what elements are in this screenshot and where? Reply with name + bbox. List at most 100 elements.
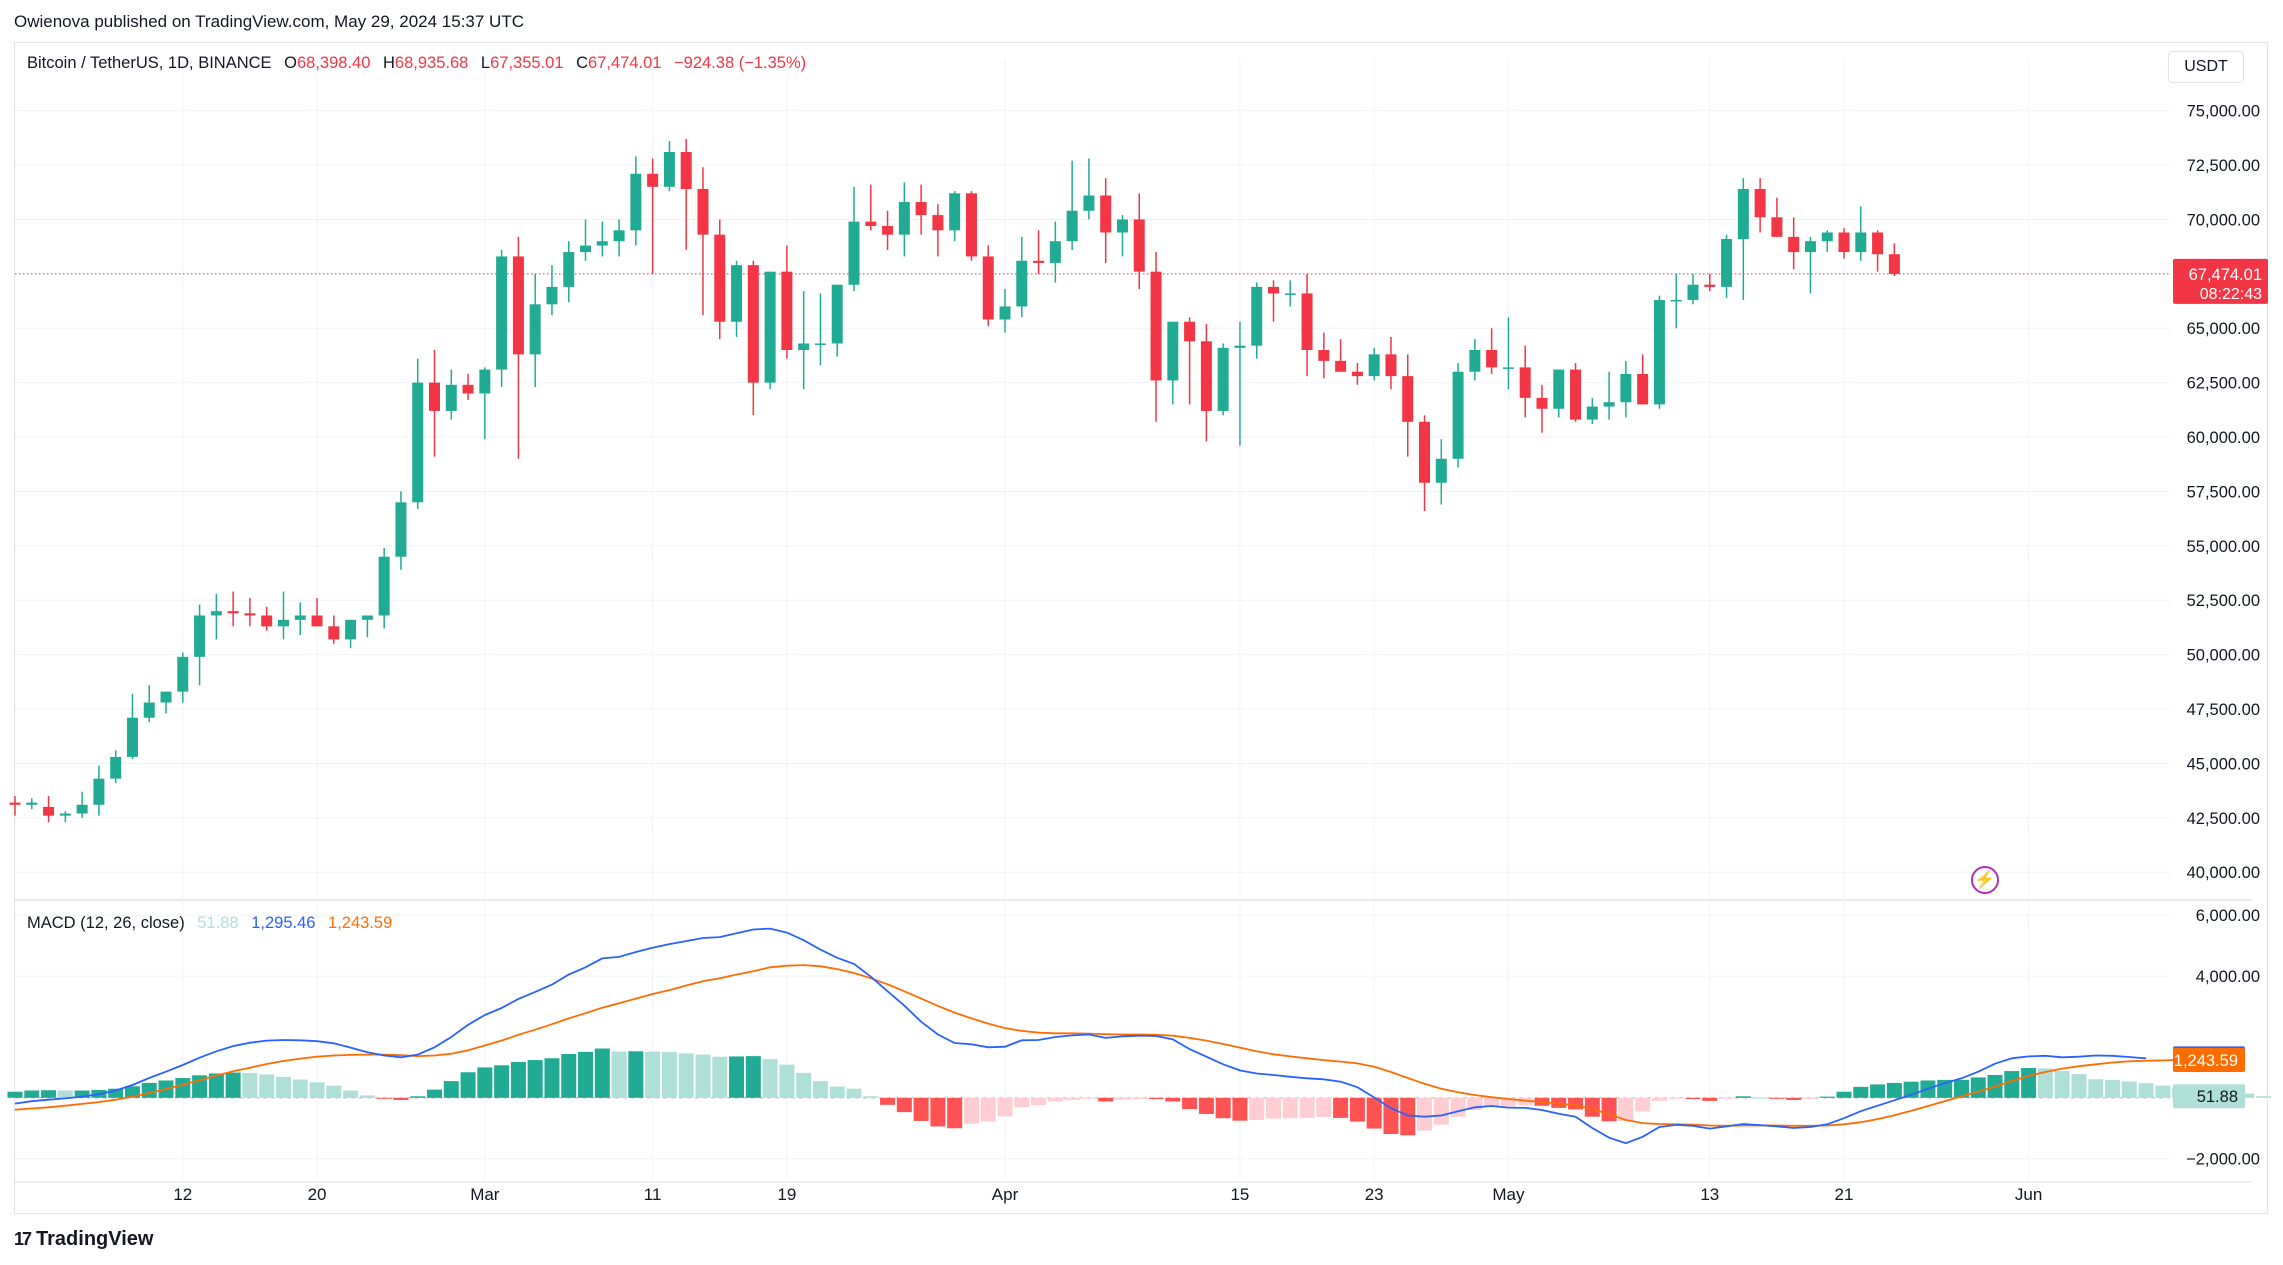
histogram-bar <box>1702 1097 1718 1101</box>
tradingview-logo[interactable]: 17 TradingView <box>14 1228 153 1251</box>
candle <box>848 186 860 292</box>
tradingview-logo-icon: 17 <box>14 1229 32 1249</box>
candle <box>697 167 709 316</box>
open-value: 68,398.40 <box>296 54 371 72</box>
candle-body <box>1586 406 1598 420</box>
candle-body <box>496 256 508 370</box>
time-tick-label: 23 <box>1365 1185 1384 1204</box>
candle <box>898 182 910 257</box>
candle-body <box>1083 195 1095 211</box>
high-value: 68,935.68 <box>394 54 469 72</box>
candle-body <box>512 256 524 355</box>
candle <box>143 685 155 723</box>
candle <box>798 291 810 390</box>
lightning-icon[interactable]: ⚡ <box>1971 866 1999 894</box>
candle <box>932 204 944 257</box>
price-tick-label: 60,000.00 <box>2187 429 2260 447</box>
histogram-bar <box>695 1054 711 1098</box>
candle-body <box>1184 321 1196 342</box>
close-label: C <box>576 54 589 72</box>
histogram-bar <box>930 1097 946 1127</box>
histogram-bar <box>141 1082 157 1098</box>
histogram-bar <box>1182 1097 1198 1110</box>
time-tick-label: 12 <box>173 1185 192 1204</box>
candle <box>1402 354 1414 457</box>
histogram-bar <box>359 1095 375 1098</box>
histogram-bar <box>544 1058 560 1098</box>
time-tick-label: Apr <box>992 1185 1019 1204</box>
candle <box>1855 206 1867 261</box>
histogram-bar <box>2021 1068 2037 1098</box>
time-tick-label: 20 <box>308 1185 327 1204</box>
candle-body <box>93 778 105 805</box>
histogram-bar <box>1383 1097 1399 1135</box>
histogram-bar <box>1568 1097 1584 1110</box>
candle <box>1872 230 1884 272</box>
candle <box>1553 369 1565 418</box>
price-tick-label: 65,000.00 <box>2187 320 2260 338</box>
candle-body <box>1318 350 1330 361</box>
candle <box>1351 363 1363 385</box>
candle-body <box>1385 354 1397 377</box>
histogram-bar <box>292 1079 308 1098</box>
candle <box>294 602 306 636</box>
candle-body <box>1200 341 1212 411</box>
histogram-bar <box>1719 1097 1735 1099</box>
histogram-bar <box>1819 1096 1835 1098</box>
candle-body <box>1268 286 1279 294</box>
candle <box>1318 332 1330 379</box>
candle-body <box>1435 458 1447 483</box>
candle-body <box>462 384 474 394</box>
candle <box>949 191 961 242</box>
candle <box>1133 193 1145 290</box>
candle <box>814 293 826 366</box>
candle-body <box>1419 421 1431 483</box>
macd-lines <box>14 927 2180 1145</box>
histogram-bar <box>1215 1097 1231 1119</box>
candle <box>1821 230 1833 253</box>
candle-body <box>1033 260 1045 263</box>
histogram-bar <box>510 1061 526 1098</box>
candle-body <box>1469 350 1481 372</box>
histogram-bar <box>1031 1097 1047 1106</box>
currency-button[interactable]: USDT <box>2168 51 2244 83</box>
candle <box>429 350 440 457</box>
candle <box>76 791 88 818</box>
histogram-bar <box>1836 1091 1852 1098</box>
macd-legend: MACD (12, 26, close) 51.88 1,295.46 1,24… <box>27 914 392 933</box>
histogram-bar <box>1886 1082 1902 1098</box>
candle-body <box>126 717 138 757</box>
candle-body <box>882 225 894 235</box>
candle-body <box>479 369 491 394</box>
candle <box>1670 273 1682 329</box>
close-value: 67,474.01 <box>588 54 662 72</box>
candle <box>1519 345 1531 418</box>
candle-body <box>1603 402 1615 407</box>
histogram-bar <box>108 1088 124 1098</box>
candle <box>1452 363 1464 468</box>
candle-body <box>194 615 206 657</box>
histogram-bar <box>2155 1085 2171 1098</box>
candle-body <box>580 245 592 253</box>
histogram-bar <box>2105 1079 2120 1098</box>
histogram-bar <box>997 1097 1013 1117</box>
tradingview-logo-text: TradingView <box>36 1228 154 1250</box>
macd-hist-value: 51.88 <box>197 914 239 932</box>
histogram-bar <box>1651 1097 1667 1101</box>
candle <box>781 245 793 359</box>
signal-value-tag-text: 1,243.59 <box>2174 1052 2238 1070</box>
candle <box>1804 236 1816 294</box>
candle <box>1100 178 1112 263</box>
candle-body <box>1150 271 1162 381</box>
candle-body <box>345 619 357 640</box>
macd-tick-label: 4,000.00 <box>2196 968 2260 986</box>
price-tick-label: 40,000.00 <box>2187 864 2260 882</box>
candle <box>1116 215 1128 257</box>
candle-body <box>949 193 961 231</box>
histogram-bar <box>41 1090 57 1098</box>
candle-body <box>596 241 608 246</box>
candle <box>965 191 977 261</box>
time-tick-label: Jun <box>2015 1185 2042 1204</box>
candle-body <box>43 806 55 816</box>
